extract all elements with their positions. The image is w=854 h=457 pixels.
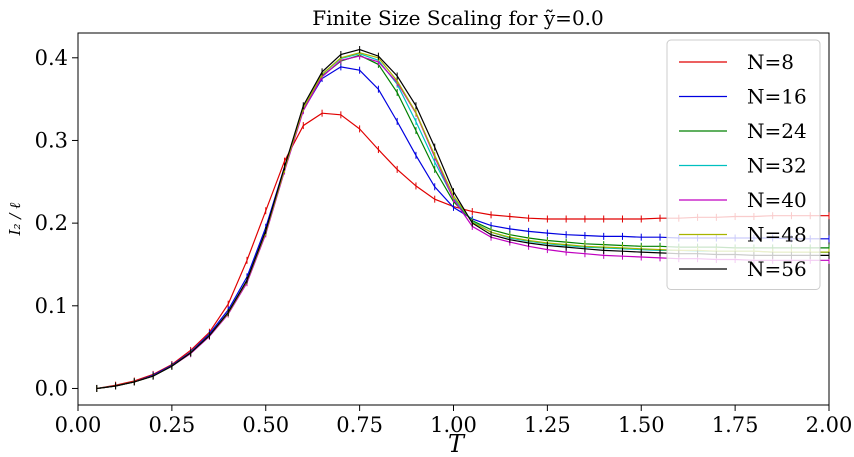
legend-label: N=56: [747, 257, 807, 281]
chart-title: Finite Size Scaling for ỹ=0.0: [312, 6, 604, 30]
x-tick-label: 0.75: [336, 413, 383, 437]
x-axis: 0.00 0.25 0.50 0.75 1.00 1.25 1.50 1.75 2.00: [55, 405, 853, 437]
x-tick-label: 0.50: [242, 413, 289, 437]
y-tick-label: 0.2: [35, 211, 68, 235]
legend: N=8 N=16 N=24 N=32 N=40 N=48 N=56: [666, 39, 821, 290]
x-tick-label: 1.50: [618, 413, 665, 437]
x-tick-label: 0.25: [148, 413, 195, 437]
x-tick-label: 2.00: [806, 413, 853, 437]
y-tick-label: 0.3: [35, 128, 68, 152]
y-tick-label: 0.0: [35, 376, 68, 400]
x-tick-label: 1.75: [712, 413, 759, 437]
legend-label: N=48: [747, 223, 807, 247]
y-tick-label: 0.1: [35, 294, 68, 318]
x-tick-label: 1.25: [524, 413, 571, 437]
legend-label: N=8: [747, 50, 794, 74]
y-axis-label: I₂ / ℓ: [6, 203, 24, 237]
legend-label: N=24: [747, 119, 807, 143]
y-tick-label: 0.4: [35, 46, 68, 70]
x-tick-label: 1.00: [430, 413, 477, 437]
legend-label: N=32: [747, 154, 807, 178]
legend-label: N=40: [747, 188, 807, 212]
legend-label: N=16: [747, 85, 807, 109]
x-axis-label: T: [448, 430, 466, 457]
legend-box: [666, 39, 821, 290]
x-tick-label: 0.00: [55, 413, 102, 437]
y-axis: 0.0 0.1 0.2 0.3 0.4: [35, 46, 78, 400]
